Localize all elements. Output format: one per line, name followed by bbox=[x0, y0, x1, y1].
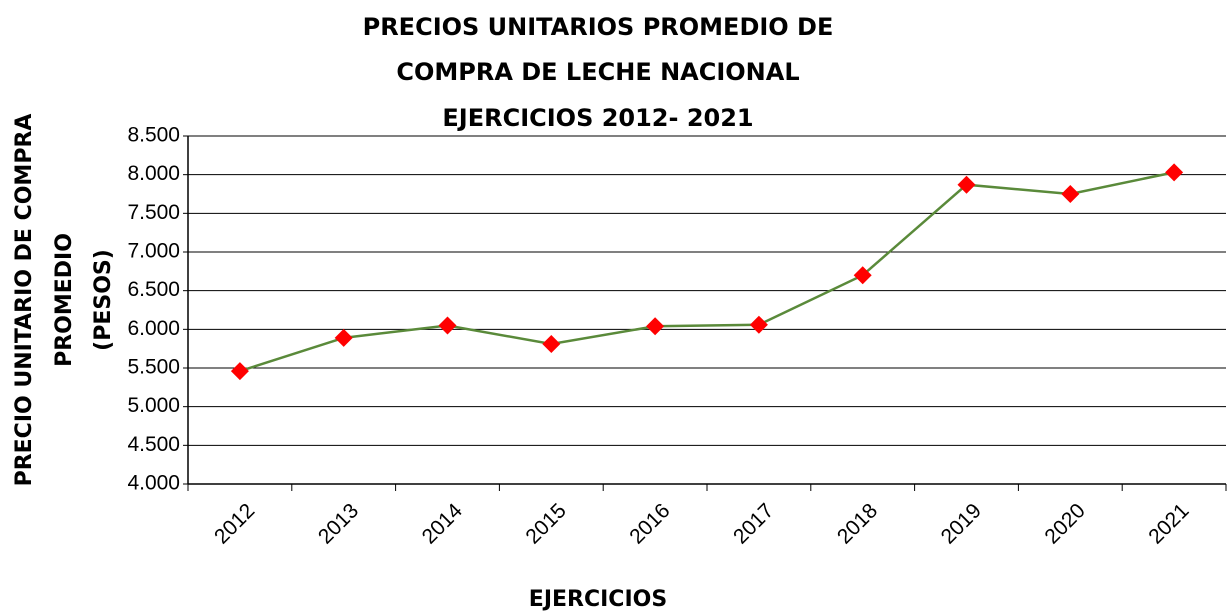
marker bbox=[1061, 185, 1080, 203]
x-axis-title: EJERCICIOS bbox=[529, 587, 667, 612]
y-tick-label: 5.000 bbox=[127, 394, 180, 417]
chart-title: PRECIOS UNITARIOS PROMEDIO DE bbox=[363, 13, 834, 41]
marker bbox=[334, 328, 353, 347]
chart-title: COMPRA DE LECHE NACIONAL bbox=[396, 58, 799, 86]
series-line bbox=[239, 171, 1175, 373]
y-tick-label: 4.000 bbox=[127, 472, 180, 495]
y-axis-title: PROMEDIO bbox=[52, 233, 77, 367]
marker bbox=[646, 317, 665, 336]
x-tick-label: 2018 bbox=[833, 499, 882, 548]
x-tick-label: 2016 bbox=[625, 499, 674, 548]
x-tick-label: 2019 bbox=[937, 499, 986, 548]
x-tick-label: 2012 bbox=[210, 499, 259, 548]
marker bbox=[749, 315, 768, 334]
y-tick-label: 6.500 bbox=[127, 278, 180, 301]
marker bbox=[957, 175, 976, 194]
x-tick-label: 2014 bbox=[418, 499, 468, 549]
marker bbox=[1165, 163, 1184, 182]
marker bbox=[230, 362, 249, 381]
x-tick-label: 2021 bbox=[1144, 499, 1193, 548]
y-axis-title: PRECIO UNITARIO DE COMPRA bbox=[12, 114, 37, 487]
y-tick-label: 8.000 bbox=[127, 162, 180, 185]
y-tick-label: 7.000 bbox=[127, 240, 180, 263]
marker bbox=[853, 266, 872, 285]
x-tick-label: 2017 bbox=[729, 499, 778, 548]
chart-title: EJERCICIOS 2012- 2021 bbox=[442, 104, 753, 132]
marker bbox=[438, 316, 457, 335]
y-tick-label: 4.500 bbox=[127, 433, 180, 456]
x-tick-label: 2020 bbox=[1040, 499, 1089, 548]
x-tick-label: 2015 bbox=[521, 499, 570, 548]
x-tick-label: 2013 bbox=[314, 499, 363, 548]
y-tick-label: 8.500 bbox=[127, 124, 180, 147]
y-axis-title: (PESOS) bbox=[91, 249, 116, 351]
y-tick-label: 5.500 bbox=[127, 356, 180, 379]
y-tick-label: 7.500 bbox=[127, 201, 180, 224]
y-tick-label: 6.000 bbox=[127, 317, 180, 340]
marker bbox=[542, 335, 561, 354]
